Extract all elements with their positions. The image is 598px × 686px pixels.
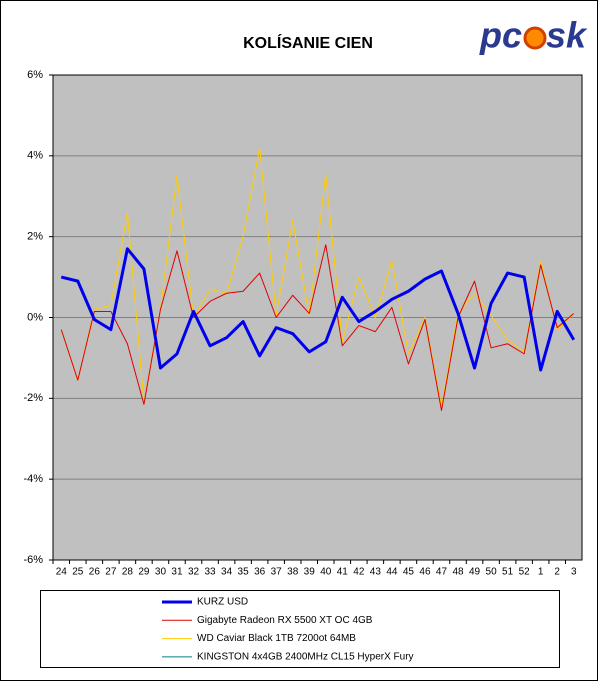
x-tick-label: 25 [72,567,84,578]
y-tick-label: -4% [23,473,43,485]
x-tick-label: 44 [386,567,398,578]
x-tick-label: 51 [502,567,514,578]
chart-title: KOLÍSANIE CIEN [243,33,373,52]
x-tick-label: 27 [105,567,117,578]
x-tick-label: 50 [486,567,498,578]
x-tick-label: 39 [304,567,316,578]
x-tick-label: 29 [138,567,150,578]
x-tick-label: 52 [519,567,531,578]
x-tick-label: 32 [188,567,200,578]
x-tick-label: 28 [122,567,134,578]
x-tick-label: 40 [320,567,332,578]
x-tick-label: 45 [403,567,415,578]
legend-label: KINGSTON 4x4GB 2400MHz CL15 HyperX Fury [197,652,414,663]
y-tick-label: 0% [27,311,43,323]
x-tick-label: 41 [337,567,349,578]
logo-right: sk [546,15,588,56]
x-tick-label: 36 [254,567,266,578]
logo: pc sk [479,15,588,56]
x-tick-label: 33 [204,567,216,578]
x-tick-label: 38 [287,567,299,578]
x-tick-label: 26 [89,567,101,578]
y-tick-label: 6% [27,69,43,81]
x-tick-label: 34 [221,567,233,578]
x-tick-label: 42 [353,567,365,578]
legend-label: Gigabyte Radeon RX 5500 XT OC 4GB [197,615,373,626]
x-tick-label: 30 [155,567,167,578]
legend-label: KURZ USD [197,597,248,608]
series-line [60,247,576,372]
x-tick-label: 49 [469,567,481,578]
y-tick-label: 2% [27,231,43,243]
y-tick-label: -2% [23,392,43,404]
x-tick-label: 47 [436,567,448,578]
logo-left: pc [479,15,522,56]
logo-flame [523,26,547,50]
legend-label: WD Caviar Black 1TB 7200ot 64MB [197,633,356,644]
series-line [60,244,575,411]
x-tick-label: 46 [419,567,431,578]
y-tick-label: 4% [27,150,43,162]
x-tick-label: 35 [238,567,250,578]
x-tick-label: 1 [538,567,544,578]
y-tick-label: -6% [23,554,43,566]
x-tick-label: 48 [452,567,464,578]
x-tick-label: 37 [271,567,283,578]
x-tick-label: 2 [554,567,560,578]
x-tick-label: 43 [370,567,382,578]
legend [40,590,560,668]
x-tick-label: 31 [171,567,183,578]
x-tick-label: 3 [571,567,577,578]
x-tick-label: 24 [56,567,68,578]
